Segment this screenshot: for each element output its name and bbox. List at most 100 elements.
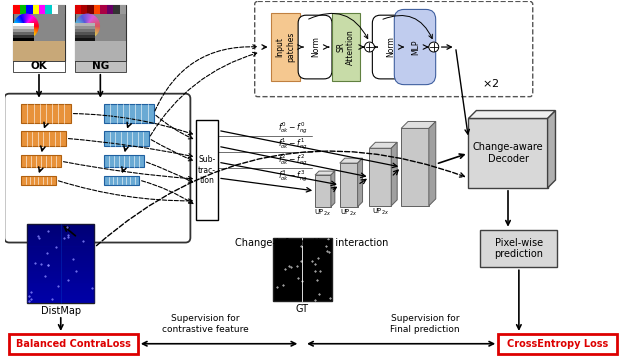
Polygon shape xyxy=(88,26,99,27)
Polygon shape xyxy=(88,14,90,26)
Polygon shape xyxy=(86,26,88,38)
Bar xyxy=(58,5,65,14)
Bar xyxy=(107,5,113,14)
Polygon shape xyxy=(76,26,88,30)
Polygon shape xyxy=(15,20,26,26)
Polygon shape xyxy=(18,26,26,35)
Polygon shape xyxy=(468,110,556,118)
Text: Norm: Norm xyxy=(312,37,321,58)
Polygon shape xyxy=(26,26,37,31)
Polygon shape xyxy=(26,17,35,26)
Text: SR
Attention: SR Attention xyxy=(336,29,355,65)
Polygon shape xyxy=(84,26,88,38)
Circle shape xyxy=(365,42,374,52)
Polygon shape xyxy=(81,16,88,26)
Polygon shape xyxy=(86,26,88,38)
Polygon shape xyxy=(14,26,26,27)
Polygon shape xyxy=(76,24,88,26)
Polygon shape xyxy=(26,23,38,26)
Bar xyxy=(52,5,58,14)
Polygon shape xyxy=(19,16,26,26)
Bar xyxy=(13,41,65,61)
Polygon shape xyxy=(21,15,26,26)
Polygon shape xyxy=(26,26,38,27)
Polygon shape xyxy=(76,25,88,26)
Polygon shape xyxy=(391,142,397,206)
Polygon shape xyxy=(25,26,26,38)
Polygon shape xyxy=(88,26,95,35)
Bar xyxy=(75,38,95,41)
Polygon shape xyxy=(26,26,29,38)
Polygon shape xyxy=(26,26,33,37)
Polygon shape xyxy=(15,23,26,26)
Polygon shape xyxy=(88,18,97,26)
Polygon shape xyxy=(340,158,362,163)
Bar xyxy=(75,41,126,61)
Bar xyxy=(21,104,70,123)
Polygon shape xyxy=(15,26,26,29)
Polygon shape xyxy=(26,26,27,38)
Polygon shape xyxy=(80,26,88,36)
Polygon shape xyxy=(26,18,35,26)
Polygon shape xyxy=(88,26,89,38)
FancyBboxPatch shape xyxy=(4,94,190,243)
Polygon shape xyxy=(15,26,26,32)
Bar xyxy=(21,131,66,146)
Bar xyxy=(113,5,120,14)
Polygon shape xyxy=(26,16,33,26)
Polygon shape xyxy=(16,20,26,26)
FancyBboxPatch shape xyxy=(372,15,406,79)
Polygon shape xyxy=(87,14,88,26)
Polygon shape xyxy=(88,26,92,37)
Text: Change-aware
Decoder: Change-aware Decoder xyxy=(473,142,543,164)
Bar xyxy=(104,104,154,123)
Bar xyxy=(480,230,557,267)
Polygon shape xyxy=(88,22,99,26)
Bar xyxy=(340,163,358,207)
Polygon shape xyxy=(26,26,35,35)
Polygon shape xyxy=(88,26,99,31)
Polygon shape xyxy=(88,14,91,26)
Bar xyxy=(100,5,107,14)
Bar xyxy=(75,35,95,38)
Polygon shape xyxy=(88,25,99,26)
Polygon shape xyxy=(88,17,95,26)
Polygon shape xyxy=(24,26,26,38)
Bar xyxy=(21,176,56,185)
Polygon shape xyxy=(17,19,26,26)
Bar xyxy=(21,155,61,167)
Bar xyxy=(315,175,331,207)
Bar xyxy=(271,13,300,81)
Polygon shape xyxy=(88,17,96,26)
Polygon shape xyxy=(88,15,92,26)
Polygon shape xyxy=(76,22,88,26)
Polygon shape xyxy=(26,15,30,26)
Polygon shape xyxy=(429,122,436,206)
Polygon shape xyxy=(88,15,93,26)
Bar xyxy=(75,5,81,14)
Circle shape xyxy=(429,42,439,52)
Bar xyxy=(104,131,149,146)
Polygon shape xyxy=(15,26,26,31)
Polygon shape xyxy=(14,24,26,26)
Polygon shape xyxy=(84,14,88,26)
Polygon shape xyxy=(26,19,36,26)
Bar xyxy=(75,23,95,26)
Polygon shape xyxy=(85,26,88,38)
Polygon shape xyxy=(331,171,335,207)
Bar xyxy=(13,26,34,29)
Polygon shape xyxy=(26,26,36,34)
Polygon shape xyxy=(88,14,90,26)
Polygon shape xyxy=(88,26,95,36)
Polygon shape xyxy=(26,14,29,26)
Polygon shape xyxy=(86,14,88,26)
Text: Norm: Norm xyxy=(386,37,395,58)
Text: $f^3_{ok}-f^3_{ng}$: $f^3_{ok}-f^3_{ng}$ xyxy=(278,168,308,184)
Bar xyxy=(13,32,34,35)
Polygon shape xyxy=(369,142,397,148)
Text: NG: NG xyxy=(92,62,109,71)
Polygon shape xyxy=(88,19,97,26)
Polygon shape xyxy=(26,22,38,26)
Polygon shape xyxy=(15,26,26,30)
Polygon shape xyxy=(26,25,38,26)
